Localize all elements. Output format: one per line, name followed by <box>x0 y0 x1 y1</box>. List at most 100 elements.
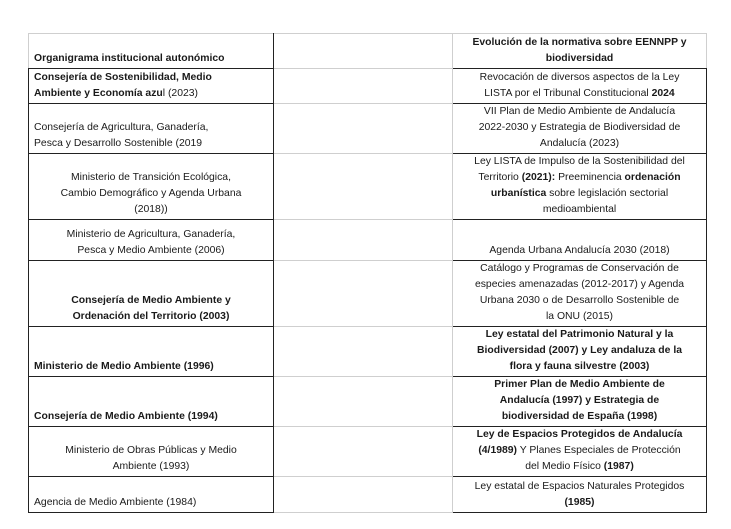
text-segment: Agenda Urbana Andalucía 2030 (2018) <box>489 245 670 256</box>
text-segment: (4/1989) <box>478 445 518 456</box>
cell-normativa: Agenda Urbana Andalucía 2030 (2018) <box>452 219 707 261</box>
cell-line: Organigrama institucional autonómico <box>34 51 270 67</box>
text-segment: Andalucía (2023) <box>539 138 620 149</box>
cell-empty <box>273 376 453 427</box>
text-segment: especies amenazadas (2012-2017) y Agenda <box>474 279 685 290</box>
cell-line: Cambio Demográfico y Agenda Urbana <box>32 186 270 202</box>
header-normativa: Evolución de la normativa sobre EENNPP y… <box>452 33 707 69</box>
cell-line: Andalucía (1997) y Estrategia de <box>456 393 703 409</box>
table-row: Ministerio de Medio Ambiente (1996) Ley e… <box>28 326 707 377</box>
text-segment: Preeminencia <box>555 172 625 183</box>
cell-line: flora y fauna silvestre (2003) <box>456 359 703 375</box>
cell-line: Revocación de diversos aspectos de la Le… <box>456 70 703 86</box>
cell-line: medioambiental <box>456 202 703 218</box>
cell-line: Biodiversidad (2007) y Ley andaluza de l… <box>456 343 703 359</box>
text-segment: sobre legislación sectorial <box>546 188 669 199</box>
text-segment: l (2023) <box>162 88 198 99</box>
cell-empty <box>273 33 453 69</box>
table-row: Consejería de Sostenibilidad, Medio Ambie… <box>28 68 707 104</box>
cell-line: especies amenazadas (2012-2017) y Agenda <box>456 277 703 293</box>
cell-institution: Consejería de Sostenibilidad, Medio Ambie… <box>28 68 274 104</box>
text-segment: Agencia de Medio Ambiente (1984) <box>34 497 197 508</box>
text-segment: Revocación de diversos aspectos de la Le… <box>479 72 680 83</box>
cell-line: Pesca y Medio Ambiente (2006) <box>32 243 270 259</box>
cell-normativa: VII Plan de Medio Ambiente de Andalucía 2… <box>452 103 707 154</box>
cell-line: biodiversidad <box>456 51 703 67</box>
text-segment: Ministerio de Agricultura, Ganadería, <box>66 229 236 240</box>
cell-empty <box>273 426 453 477</box>
cell-line: Ley de Espacios Protegidos de Andalucía <box>456 427 703 443</box>
text-segment: Y Planes Especiales de Protección <box>517 445 681 456</box>
cell-line: (4/1989) Y Planes Especiales de Protecci… <box>456 443 703 459</box>
text-segment: Primer Plan de Medio Ambiente de <box>494 379 665 390</box>
text-segment: urbanística <box>490 188 547 199</box>
cell-line: la ONU (2015) <box>456 309 703 325</box>
institutional-timeline-table: Organigrama institucional autonómico Evol… <box>28 33 707 513</box>
cell-line: Consejería de Agricultura, Ganadería, <box>34 120 270 136</box>
cell-institution: Ministerio de Medio Ambiente (1996) <box>28 326 274 377</box>
text-segment: Ley estatal de Espacios Naturales Proteg… <box>474 481 685 492</box>
cell-empty <box>273 260 453 327</box>
text-segment: Catálogo y Programas de Conservación de <box>480 263 679 274</box>
cell-normativa: Catálogo y Programas de Conservación de e… <box>452 260 707 327</box>
text-segment: Ordenación del Territorio (2003) <box>72 311 230 322</box>
cell-line: Ministerio de Obras Públicas y Medio <box>32 443 270 459</box>
cell-line: Andalucía (2023) <box>456 136 703 152</box>
text-segment: Ley de Espacios Protegidos de Andalucía <box>476 429 683 440</box>
text-segment: Evolución de la normativa sobre EENNPP y <box>472 37 687 48</box>
cell-line: Ley LISTA de Impulso de la Sostenibilida… <box>456 154 703 170</box>
cell-line: Urbana 2030 o de Desarrollo Sostenible d… <box>456 293 703 309</box>
text-segment: 2022-2030 y Estrategia de Biodiversidad … <box>478 122 681 133</box>
table-row: Agencia de Medio Ambiente (1984) Ley esta… <box>28 476 707 513</box>
text-segment: Ley LISTA de Impulso de la Sostenibilida… <box>474 156 685 167</box>
cell-institution: Ministerio de Transición Ecológica, Cambi… <box>28 153 274 220</box>
cell-line: Ambiente (1993) <box>32 459 270 475</box>
text-segment: Cambio Demográfico y Agenda Urbana <box>60 188 242 199</box>
text-segment: (2021): <box>521 172 556 183</box>
cell-institution: Ministerio de Obras Públicas y Medio Ambi… <box>28 426 274 477</box>
text-segment: Territorio <box>478 172 522 183</box>
text-segment: del Medio Físico <box>525 461 604 472</box>
text-segment: biodiversidad de España (1998) <box>501 411 658 422</box>
text-segment: Ministerio de Obras Públicas y Medio <box>65 445 237 456</box>
text-segment: flora y fauna silvestre (2003) <box>509 361 650 372</box>
text-segment: (1985) <box>564 497 595 508</box>
cell-empty <box>273 153 453 220</box>
table-row: Ministerio de Transición Ecológica, Cambi… <box>28 153 707 220</box>
text-segment: Urbana 2030 o de Desarrollo Sostenible d… <box>479 295 680 306</box>
cell-line: Primer Plan de Medio Ambiente de <box>456 377 703 393</box>
table-body: Organigrama institucional autonómico Evol… <box>28 33 707 513</box>
cell-line: Ambiente y Economía azul (2023) <box>34 86 270 102</box>
cell-line: Agencia de Medio Ambiente (1984) <box>34 495 270 511</box>
text-segment: Consejería de Agricultura, Ganadería, <box>34 122 209 133</box>
cell-line: 2022-2030 y Estrategia de Biodiversidad … <box>456 120 703 136</box>
text-segment: 2024 <box>651 88 675 99</box>
cell-line: (1985) <box>456 495 703 511</box>
text-segment: Ambiente (1993) <box>112 461 190 472</box>
cell-line: (2018)) <box>32 202 270 218</box>
cell-line: Agenda Urbana Andalucía 2030 (2018) <box>456 243 703 259</box>
cell-normativa: Ley estatal del Patrimonio Natural y la B… <box>452 326 707 377</box>
cell-line: Ordenación del Territorio (2003) <box>32 309 270 325</box>
header-organigrama: Organigrama institucional autonómico <box>28 33 274 69</box>
table-row: Consejería de Agricultura, Ganadería, Pes… <box>28 103 707 154</box>
cell-normativa: Ley LISTA de Impulso de la Sostenibilida… <box>452 153 707 220</box>
cell-institution: Consejería de Medio Ambiente y Ordenación… <box>28 260 274 327</box>
cell-institution: Agencia de Medio Ambiente (1984) <box>28 476 274 513</box>
cell-empty <box>273 326 453 377</box>
cell-normativa: Revocación de diversos aspectos de la Le… <box>452 68 707 104</box>
cell-line: VII Plan de Medio Ambiente de Andalucía <box>456 104 703 120</box>
text-segment: (1987) <box>603 461 634 472</box>
cell-empty <box>273 68 453 104</box>
text-segment: medioambiental <box>542 204 617 215</box>
cell-line: Ley estatal de Espacios Naturales Proteg… <box>456 479 703 495</box>
cell-line: LISTA por el Tribunal Constitucional 202… <box>456 86 703 102</box>
cell-line: Consejería de Sostenibilidad, Medio <box>34 70 270 86</box>
cell-line: Consejería de Medio Ambiente (1994) <box>34 409 270 425</box>
text-segment: LISTA por el Tribunal Constitucional <box>484 88 652 99</box>
cell-line: Consejería de Medio Ambiente y <box>32 293 270 309</box>
table-row: Consejería de Medio Ambiente y Ordenación… <box>28 260 707 327</box>
table-row: Ministerio de Obras Públicas y Medio Ambi… <box>28 426 707 477</box>
cell-empty <box>273 103 453 154</box>
cell-normativa: Ley estatal de Espacios Naturales Proteg… <box>452 476 707 513</box>
